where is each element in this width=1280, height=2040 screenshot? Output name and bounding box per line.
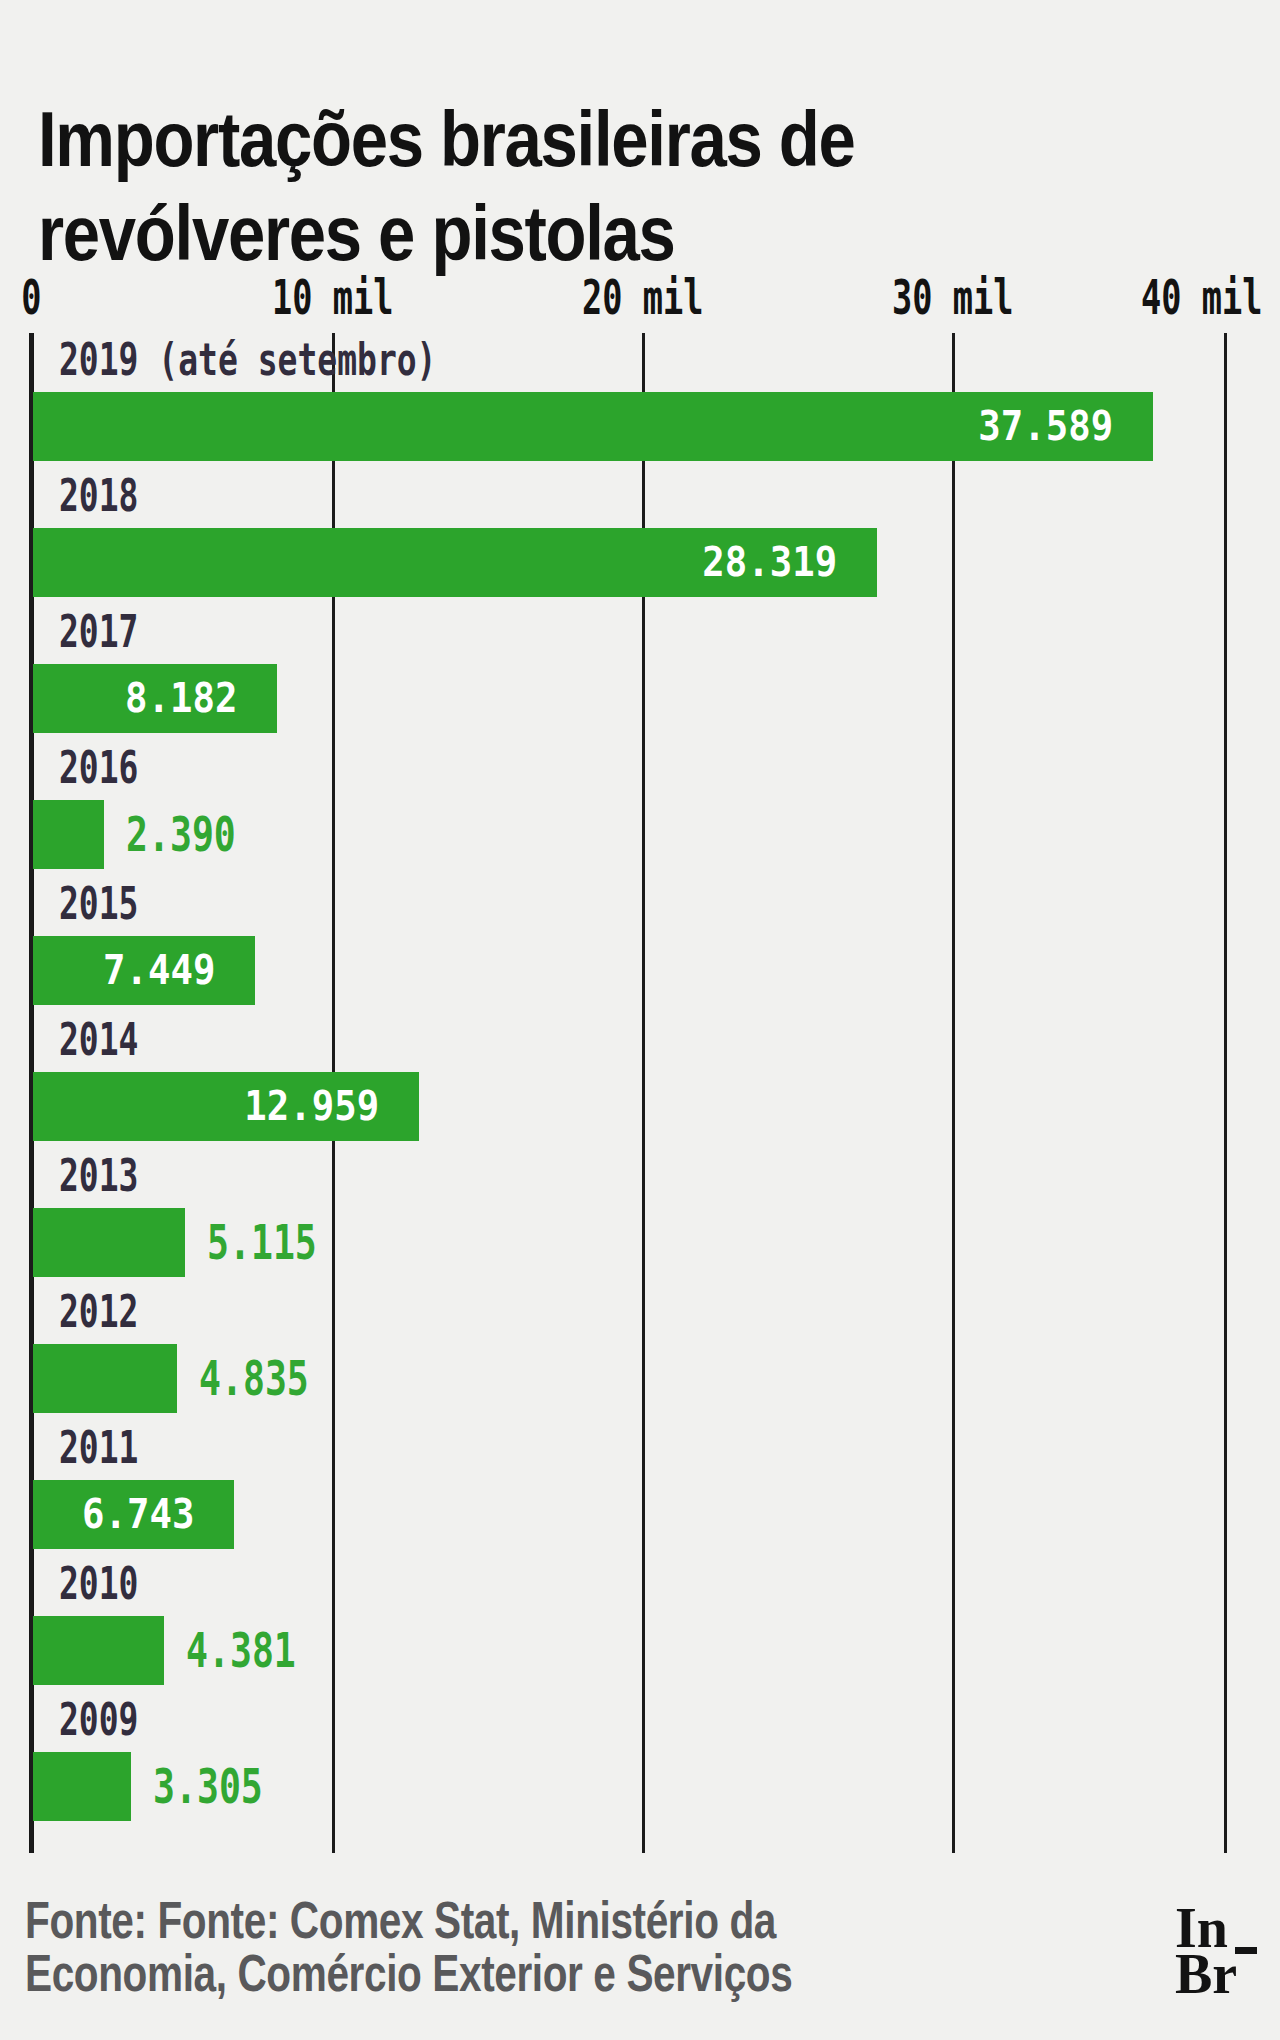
bar: 6.743 — [33, 1480, 234, 1549]
bar — [33, 1208, 185, 1277]
x-tick-label: 10 mil — [183, 273, 483, 321]
bar — [33, 1344, 177, 1413]
bar-value-label: 8.182 — [125, 664, 237, 733]
category-label: 2017 — [59, 610, 138, 654]
bar-value-label: 6.743 — [82, 1480, 194, 1549]
logo-line2: Br — [1175, 1951, 1275, 1997]
bar — [33, 1752, 131, 1821]
category-label: 2011 — [59, 1426, 138, 1470]
category-label: 2015 — [59, 882, 138, 926]
category-label: 2013 — [59, 1154, 138, 1198]
bar: 7.449 — [33, 936, 255, 1005]
gridline — [952, 333, 955, 1853]
x-tick-label: 20 mil — [493, 273, 793, 321]
category-label: 2016 — [59, 746, 138, 790]
logo-dash-icon — [1235, 1947, 1257, 1954]
bar: 37.589 — [33, 392, 1153, 461]
x-tick-label-text: 30 mil — [892, 273, 1013, 321]
bar: 28.319 — [33, 528, 877, 597]
category-label: 2019 (até setembro) — [59, 338, 436, 382]
bar-value-label: 7.449 — [103, 936, 215, 1005]
bar: 12.959 — [33, 1072, 419, 1141]
bar-value-label: 5.115 — [207, 1208, 317, 1277]
x-tick-label: 0 — [0, 273, 181, 321]
x-tick-label-text: 20 mil — [582, 273, 703, 321]
category-label: 2012 — [59, 1290, 138, 1334]
category-label: 2009 — [59, 1698, 138, 1742]
bar-value-label: 28.319 — [702, 528, 837, 597]
x-tick-label-text: 40 mil — [1141, 273, 1262, 321]
bar-value-label: 37.589 — [978, 392, 1113, 461]
bar-value-label: 4.835 — [199, 1344, 309, 1413]
bar-value-label: 3.305 — [153, 1752, 263, 1821]
gridline — [1224, 333, 1227, 1853]
x-axis: 0 10 mil 20 mil 30 mil 40 mil — [0, 0, 1280, 333]
chart-plot: 2019 (até setembro) 37.589 2018 28.319 2017 8… — [0, 333, 1280, 1853]
x-tick-label-text: 10 mil — [272, 273, 393, 321]
x-tick-label: 40 mil — [1052, 273, 1280, 321]
bar: 8.182 — [33, 664, 277, 733]
x-tick-label-text: 0 — [21, 273, 41, 321]
category-label: 2010 — [59, 1562, 138, 1606]
category-label: 2014 — [59, 1018, 138, 1062]
bar-value-label: 2.390 — [126, 800, 236, 869]
bar-value-label: 12.959 — [244, 1072, 379, 1141]
source-note: Fonte: Fonte: Comex Stat, Ministério da … — [25, 1894, 883, 2000]
bar-value-label: 4.381 — [186, 1616, 296, 1685]
infographic-root: Importações brasileiras de revólveres e … — [0, 0, 1280, 2040]
publisher-logo: In Br — [1175, 1905, 1275, 2005]
bar — [33, 800, 104, 869]
category-label: 2018 — [59, 474, 138, 518]
bar — [33, 1616, 164, 1685]
